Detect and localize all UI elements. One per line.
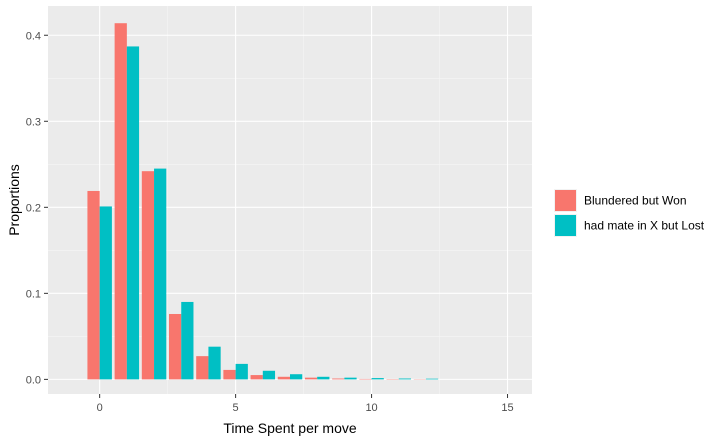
x-tick-label: 15 — [501, 402, 513, 414]
bar — [344, 377, 357, 380]
x-tick-label: 10 — [365, 402, 377, 414]
bar — [277, 376, 290, 380]
legend: Blundered but Won had mate in X but Lost — [554, 189, 705, 237]
legend-label: had mate in X but Lost — [584, 219, 705, 233]
x-tick-label: 5 — [233, 402, 239, 414]
bar — [196, 356, 209, 380]
bar — [398, 378, 411, 380]
legend-key — [555, 190, 576, 211]
bar — [208, 346, 221, 380]
bar — [141, 171, 155, 380]
y-tick-label: 0.4 — [26, 30, 41, 42]
bar — [126, 46, 140, 380]
bar — [169, 313, 182, 380]
bar — [181, 301, 194, 380]
bar — [262, 370, 276, 380]
legend-item: had mate in X but Lost — [554, 214, 705, 237]
y-tick-label: 0.1 — [26, 288, 41, 300]
legend-item: Blundered but Won — [554, 189, 687, 212]
bar — [114, 23, 127, 380]
y-tick-label: 0.2 — [26, 202, 41, 214]
legend-key — [555, 215, 576, 236]
bar — [317, 376, 330, 380]
y-axis: 0.0 0.1 0.2 0.3 0.4 — [26, 30, 48, 386]
bar — [223, 369, 236, 380]
bar — [235, 363, 248, 380]
x-axis: 0 5 10 15 — [97, 394, 514, 414]
x-tick-label: 0 — [97, 402, 103, 414]
y-tick-label: 0.3 — [26, 116, 41, 128]
bar — [304, 377, 318, 380]
legend-label: Blundered but Won — [584, 194, 687, 208]
bars — [87, 23, 439, 380]
bar — [99, 206, 112, 380]
bar — [154, 168, 167, 380]
bar — [290, 374, 303, 380]
bar — [87, 190, 100, 380]
bar — [250, 375, 263, 380]
bar — [371, 378, 384, 380]
y-tick-label: 0.0 — [26, 374, 41, 386]
x-axis-title: Time Spent per move — [223, 420, 357, 436]
y-axis-title: Proportions — [6, 164, 22, 236]
bar — [332, 378, 345, 380]
bar — [425, 378, 439, 380]
